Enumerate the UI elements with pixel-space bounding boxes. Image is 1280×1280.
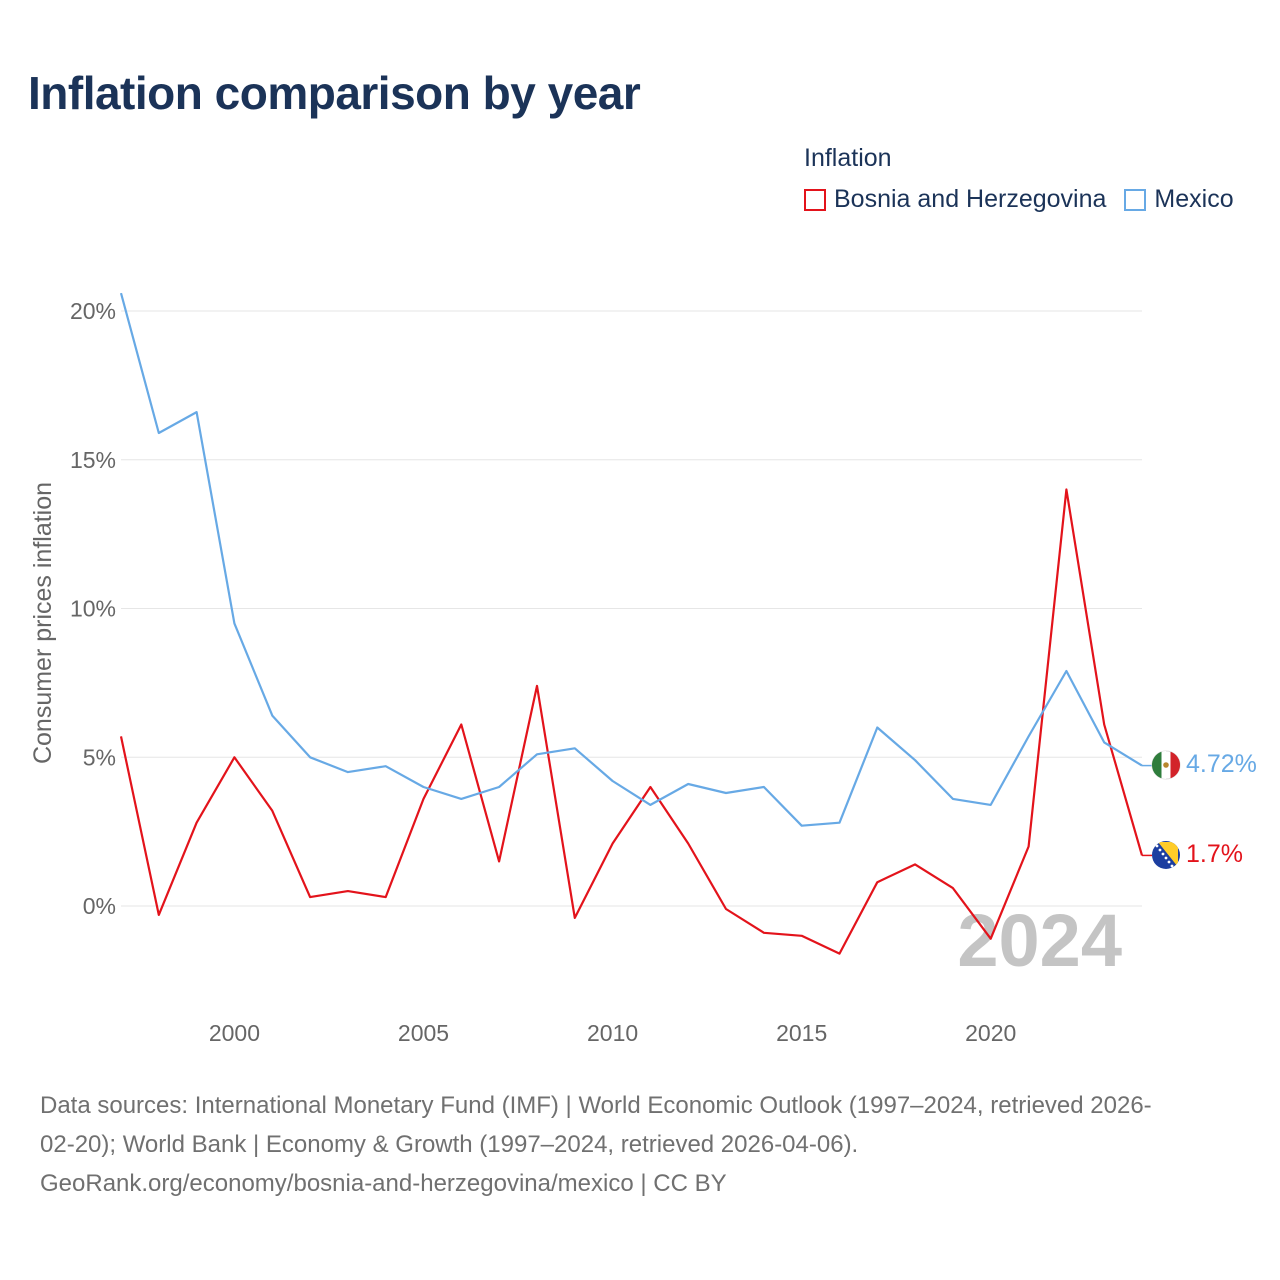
series-lines	[119, 292, 1152, 955]
mexico-flag-icon	[1151, 750, 1181, 780]
line-chart: 0% 5% 10% 15% 20% 2000 2005 2010 2015 2020 Consu…	[29, 292, 1257, 1046]
legend-label-bosnia: Bosnia and Herzegovina	[834, 185, 1107, 213]
x-tick-label: 2005	[398, 1020, 449, 1046]
y-tick-label: 20%	[70, 298, 116, 324]
chart-title: Inflation comparison by year	[28, 67, 641, 119]
x-tick-label: 2010	[587, 1020, 638, 1046]
year-watermark: 2024	[957, 899, 1122, 982]
end-markers: 4.72% 1.7%	[1151, 750, 1257, 869]
x-axis-ticks: 2000 2005 2010 2015 2020	[209, 1020, 1016, 1046]
series-line-mexico[interactable]	[119, 292, 1143, 827]
mexico-end-label: 4.72%	[1186, 750, 1257, 778]
bosnia-end-label: 1.7%	[1186, 840, 1243, 868]
legend: Bosnia and Herzegovina Mexico	[804, 185, 1234, 214]
source-line-1: Data sources: International Monetary Fun…	[40, 1092, 1152, 1119]
x-tick-label: 2000	[209, 1020, 260, 1046]
y-tick-label: 15%	[70, 447, 116, 473]
legend-swatch-mexico	[1124, 188, 1147, 211]
y-axis-ticks: 0% 5% 10% 15% 20%	[70, 298, 116, 919]
data-source-note: Data sources: International Monetary Fun…	[40, 1086, 1250, 1203]
y-axis-label: Consumer prices inflation	[29, 482, 57, 764]
y-tick-label: 10%	[70, 596, 116, 622]
y-tick-label: 5%	[83, 744, 116, 770]
bosnia-flag-icon	[1152, 841, 1180, 869]
legend-swatch-bosnia	[804, 188, 826, 211]
source-line-2: 02-20); World Bank | Economy & Growth (1…	[40, 1131, 859, 1158]
y-tick-label: 0%	[83, 893, 116, 919]
x-tick-label: 2015	[776, 1020, 827, 1046]
gridlines	[121, 310, 1142, 907]
legend-item-bosnia[interactable]: Bosnia and Herzegovina	[804, 185, 1106, 214]
source-line-3[interactable]: GeoRank.org/economy/bosnia-and-herzegovi…	[40, 1170, 727, 1197]
series-line-bosnia[interactable]	[119, 488, 1144, 955]
x-tick-label: 2020	[965, 1020, 1016, 1046]
legend-item-mexico[interactable]: Mexico	[1124, 185, 1234, 214]
legend-title: Inflation	[804, 144, 892, 172]
legend-label-mexico: Mexico	[1154, 185, 1234, 213]
